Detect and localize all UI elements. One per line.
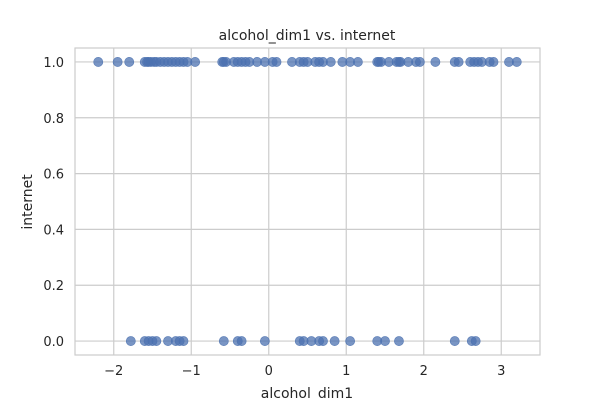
x-tick-label: −2 bbox=[104, 364, 123, 379]
x-tick-label: −1 bbox=[182, 364, 201, 379]
y-tick-label: 0.2 bbox=[43, 279, 64, 294]
data-point bbox=[271, 57, 282, 67]
data-point bbox=[511, 57, 522, 67]
data-point bbox=[414, 57, 425, 67]
y-tick-label: 0.4 bbox=[43, 223, 64, 238]
data-point bbox=[352, 57, 363, 67]
data-point bbox=[345, 336, 356, 346]
grid-lines bbox=[75, 48, 540, 355]
x-tick-label: 0 bbox=[265, 364, 273, 379]
data-point bbox=[112, 57, 123, 67]
y-tick-label: 0.0 bbox=[43, 335, 64, 350]
y-axis-label: internet bbox=[20, 174, 36, 230]
data-point bbox=[453, 57, 464, 67]
x-tick-labels: −2 −1 0 1 2 3 bbox=[104, 364, 505, 379]
y-tick-label: 1.0 bbox=[43, 56, 64, 71]
data-point bbox=[470, 336, 481, 346]
x-tick-label: 2 bbox=[420, 364, 428, 379]
data-point bbox=[380, 336, 390, 346]
data-point bbox=[430, 57, 441, 67]
y-tick-label: 0.6 bbox=[43, 168, 64, 183]
data-point bbox=[125, 336, 136, 346]
y-tick-labels: 0.0 0.2 0.4 0.6 0.8 1.0 bbox=[43, 56, 64, 350]
y-tick-label: 0.8 bbox=[43, 112, 64, 127]
plot-frame bbox=[74, 47, 541, 356]
data-point bbox=[318, 336, 328, 346]
data-point bbox=[236, 336, 247, 346]
data-point bbox=[488, 57, 499, 67]
data-point bbox=[190, 57, 201, 67]
data-point bbox=[394, 336, 404, 346]
data-point bbox=[218, 336, 229, 346]
data-point bbox=[93, 57, 104, 67]
x-tick-label: 3 bbox=[497, 364, 505, 379]
data-point bbox=[259, 336, 270, 346]
chart-title: alcohol_dim1 vs. internet bbox=[219, 28, 396, 44]
data-point bbox=[449, 336, 460, 346]
data-point bbox=[151, 336, 162, 346]
data-point bbox=[329, 336, 340, 346]
data-points bbox=[93, 57, 522, 346]
x-tick-label: 1 bbox=[342, 364, 350, 379]
data-point bbox=[325, 57, 336, 67]
data-point bbox=[124, 57, 135, 67]
x-axis-label: alcohol_dim1 bbox=[261, 386, 353, 400]
data-point bbox=[178, 336, 189, 346]
